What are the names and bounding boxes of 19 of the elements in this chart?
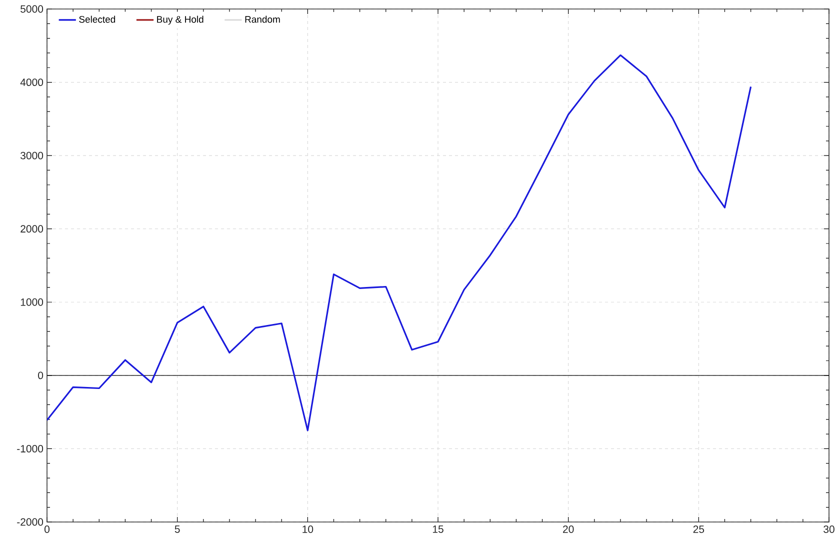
x-tick-label: 20: [563, 526, 574, 533]
legend-label: Random: [245, 16, 280, 23]
y-tick-label: 5000: [20, 5, 44, 13]
x-tick-label: 0: [44, 526, 50, 533]
y-tick-label: -1000: [17, 444, 44, 452]
y-tick-label: 4000: [20, 78, 44, 86]
legend-label: Buy & Hold: [157, 16, 204, 25]
x-tick-label: 10: [302, 526, 314, 533]
y-tick-label: -2000: [17, 518, 44, 526]
y-tick-label: 3000: [20, 152, 44, 160]
y-tick-label: 0: [38, 372, 44, 380]
x-tick-label: 25: [693, 526, 704, 533]
x-tick-label: 30: [824, 526, 834, 533]
line-series: [47, 54, 752, 432]
x-tick-label: 15: [432, 526, 444, 533]
x-tick-label: 5: [174, 526, 180, 533]
legend-label: Selected: [79, 16, 116, 23]
y-tick-label: 1000: [20, 298, 44, 306]
y-tick-label: 2000: [20, 225, 44, 233]
